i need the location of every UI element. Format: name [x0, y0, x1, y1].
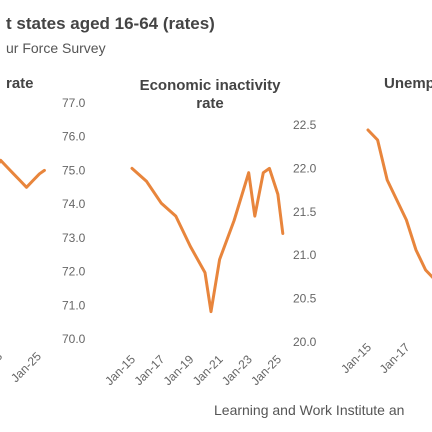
y-tick-label: 20.0: [293, 335, 317, 349]
panel-title: Unemp: [384, 75, 432, 92]
x-tick-label: Jan-17: [131, 352, 167, 388]
x-tick-label: Jan-15: [102, 352, 138, 388]
y-tick-label: 22.5: [293, 118, 317, 132]
series-line: [130, 166, 285, 314]
x-tick-label: Jan-25: [248, 352, 284, 388]
panel-title: rate: [196, 95, 224, 112]
y-tick-label: 73.0: [62, 231, 86, 245]
panel-title: rate: [6, 75, 34, 92]
x-tick-label: Jan-23: [219, 352, 255, 388]
chart-panel-3: Unemp Jan-15 Jan-17: [338, 75, 432, 376]
chart-title: t states aged 16-64 (rates): [6, 14, 215, 33]
x-tick-label: Jan-19: [161, 352, 197, 388]
x-tick-label: Jan-17: [377, 340, 413, 376]
y-tick-label: 70.0: [62, 332, 86, 346]
y-tick-label: 74.0: [62, 197, 86, 211]
chart-panel-1: rate 77.0 76.0 75.0 74.0 73.0 72.0 71.0 70.0 Jan-…: [0, 75, 86, 385]
y-tick-label: 20.5: [293, 292, 317, 306]
series-line: [366, 128, 432, 279]
panel-title: Economic inactivity: [140, 77, 282, 94]
y-tick-label: 22.0: [293, 161, 317, 175]
y-tick-label: 21.0: [293, 248, 317, 262]
chart-subtitle: ur Force Survey: [6, 40, 106, 56]
x-tick-label: Jan-25: [8, 349, 44, 385]
y-tick-label: 21.5: [293, 205, 317, 219]
source-note: Learning and Work Institute an: [214, 402, 405, 418]
x-tick-label: Jan-21: [190, 352, 226, 388]
y-tick-label: 77.0: [62, 96, 86, 110]
y-tick-label: 72.0: [62, 265, 86, 279]
y-tick-label: 76.0: [62, 130, 86, 144]
x-tick-label: Jan-23: [0, 349, 5, 385]
y-tick-label: 71.0: [62, 298, 86, 312]
y-tick-label: 75.0: [62, 163, 86, 177]
x-tick-label: Jan-15: [338, 340, 374, 376]
series-line: [0, 158, 46, 189]
